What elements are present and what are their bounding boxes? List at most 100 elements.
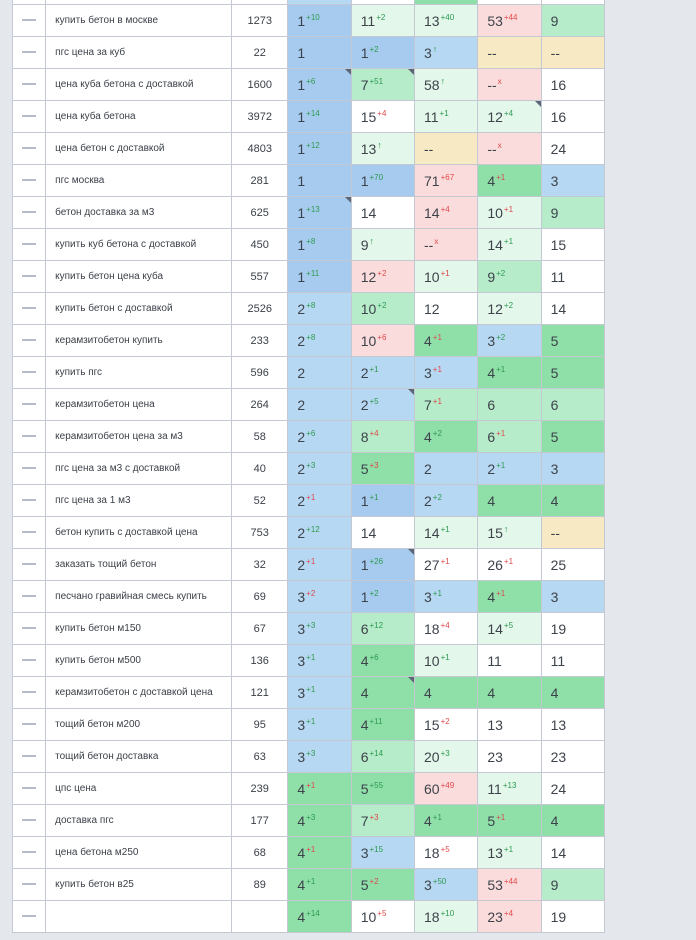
drag-handle-icon[interactable] bbox=[22, 819, 37, 822]
position-cell[interactable]: 4 bbox=[350, 676, 416, 709]
position-cell[interactable]: 1+2 bbox=[350, 580, 416, 613]
position-cell[interactable]: 11+1 bbox=[413, 100, 479, 133]
row-handle[interactable] bbox=[11, 420, 47, 453]
position-cell[interactable]: 5 bbox=[540, 420, 606, 453]
position-cell[interactable]: 19 bbox=[540, 900, 606, 933]
position-cell[interactable]: 10+6 bbox=[350, 324, 416, 357]
row-handle[interactable] bbox=[11, 836, 47, 869]
row-handle[interactable] bbox=[11, 900, 47, 933]
position-cell[interactable]: 10+2 bbox=[350, 292, 416, 325]
position-cell[interactable]: 2+1 bbox=[350, 356, 416, 389]
position-cell[interactable]: 1+11 bbox=[287, 260, 352, 293]
position-cell[interactable]: 60+49 bbox=[413, 772, 479, 805]
position-cell[interactable]: 4+1 bbox=[413, 324, 479, 357]
row-handle[interactable] bbox=[11, 356, 47, 389]
position-cell[interactable]: 13 bbox=[540, 708, 606, 741]
row-handle[interactable] bbox=[11, 388, 47, 421]
row-handle[interactable] bbox=[11, 580, 47, 613]
position-cell[interactable]: 1+1 bbox=[350, 484, 416, 517]
drag-handle-icon[interactable] bbox=[22, 403, 37, 406]
position-cell[interactable]: 18+4 bbox=[413, 612, 479, 645]
row-handle[interactable] bbox=[11, 196, 47, 229]
position-cell[interactable]: 4 bbox=[477, 676, 542, 709]
position-cell[interactable]: 4+6 bbox=[350, 644, 416, 677]
position-cell[interactable]: 3 bbox=[540, 164, 606, 197]
drag-handle-icon[interactable] bbox=[22, 563, 37, 566]
position-cell[interactable]: 1+8 bbox=[287, 228, 352, 261]
row-handle[interactable] bbox=[11, 868, 47, 901]
position-cell[interactable]: 4 bbox=[540, 676, 606, 709]
drag-handle-icon[interactable] bbox=[22, 499, 37, 502]
position-cell[interactable]: 25 bbox=[540, 548, 606, 581]
position-cell[interactable]: 4 bbox=[477, 484, 542, 517]
position-cell[interactable]: 10+1 bbox=[477, 196, 542, 229]
position-cell[interactable]: 4+1 bbox=[413, 804, 479, 837]
position-cell[interactable]: 7+51 bbox=[350, 68, 416, 101]
position-cell[interactable]: 1+10 bbox=[287, 4, 352, 37]
row-handle[interactable] bbox=[11, 292, 47, 325]
position-cell[interactable]: 23+4 bbox=[477, 900, 542, 933]
drag-handle-icon[interactable] bbox=[22, 115, 37, 118]
position-cell[interactable]: 6 bbox=[477, 388, 542, 421]
position-cell[interactable]: 18+10 bbox=[413, 900, 479, 933]
position-cell[interactable]: 3+15 bbox=[350, 836, 416, 869]
position-cell[interactable]: 5 bbox=[540, 324, 606, 357]
row-handle[interactable] bbox=[11, 740, 47, 773]
position-cell[interactable]: 2+8 bbox=[287, 324, 352, 357]
row-handle[interactable] bbox=[11, 708, 47, 741]
drag-handle-icon[interactable] bbox=[22, 83, 37, 86]
drag-handle-icon[interactable] bbox=[22, 883, 37, 886]
position-cell[interactable]: 58↑ bbox=[413, 68, 479, 101]
position-cell[interactable]: 14+1 bbox=[413, 516, 479, 549]
row-handle[interactable] bbox=[11, 36, 47, 69]
row-handle[interactable] bbox=[11, 164, 47, 197]
position-cell[interactable]: 9 bbox=[540, 196, 606, 229]
row-handle[interactable] bbox=[11, 4, 47, 37]
position-cell[interactable]: 4+1 bbox=[287, 868, 352, 901]
drag-handle-icon[interactable] bbox=[22, 691, 37, 694]
position-cell[interactable]: 2+3 bbox=[287, 452, 352, 485]
position-cell[interactable]: 7+3 bbox=[350, 804, 416, 837]
position-cell[interactable]: 24 bbox=[540, 772, 606, 805]
position-cell[interactable]: 3+3 bbox=[287, 740, 352, 773]
position-cell[interactable]: 3+1 bbox=[287, 708, 352, 741]
position-cell[interactable]: 13 bbox=[477, 708, 542, 741]
position-cell[interactable]: 9↑ bbox=[350, 228, 416, 261]
position-cell[interactable]: 10+1 bbox=[413, 260, 479, 293]
position-cell[interactable]: 5+3 bbox=[350, 452, 416, 485]
position-cell[interactable]: 9 bbox=[540, 868, 606, 901]
position-cell[interactable]: -- bbox=[540, 516, 606, 549]
position-cell[interactable]: 2 bbox=[287, 388, 352, 421]
position-cell[interactable]: 3+1 bbox=[287, 644, 352, 677]
position-cell[interactable]: 16 bbox=[540, 68, 606, 101]
drag-handle-icon[interactable] bbox=[22, 531, 37, 534]
drag-handle-icon[interactable] bbox=[22, 851, 37, 854]
row-handle[interactable] bbox=[11, 644, 47, 677]
position-cell[interactable]: 20+3 bbox=[413, 740, 479, 773]
position-cell[interactable]: 27+1 bbox=[413, 548, 479, 581]
drag-handle-icon[interactable] bbox=[22, 371, 37, 374]
row-handle[interactable] bbox=[11, 804, 47, 837]
position-cell[interactable]: 24 bbox=[540, 132, 606, 165]
position-cell[interactable]: 2+1 bbox=[287, 548, 352, 581]
position-cell[interactable]: 2+12 bbox=[287, 516, 352, 549]
position-cell[interactable]: 9 bbox=[540, 4, 606, 37]
position-cell[interactable]: 2+6 bbox=[287, 420, 352, 453]
position-cell[interactable]: 2+5 bbox=[350, 388, 416, 421]
position-cell[interactable]: 14 bbox=[540, 292, 606, 325]
row-handle[interactable] bbox=[11, 100, 47, 133]
position-cell[interactable]: 4+1 bbox=[477, 580, 542, 613]
position-cell[interactable]: 6+12 bbox=[350, 612, 416, 645]
position-cell[interactable]: 15+4 bbox=[350, 100, 416, 133]
position-cell[interactable]: 4+1 bbox=[287, 836, 352, 869]
row-handle[interactable] bbox=[11, 548, 47, 581]
position-cell[interactable]: 1+6 bbox=[287, 68, 352, 101]
drag-handle-icon[interactable] bbox=[22, 211, 37, 214]
drag-handle-icon[interactable] bbox=[22, 595, 37, 598]
drag-handle-icon[interactable] bbox=[22, 339, 37, 342]
position-cell[interactable]: --x bbox=[477, 68, 542, 101]
position-cell[interactable]: 23 bbox=[477, 740, 542, 773]
position-cell[interactable]: 2 bbox=[287, 356, 352, 389]
position-cell[interactable]: 8+4 bbox=[350, 420, 416, 453]
position-cell[interactable]: 12+2 bbox=[350, 260, 416, 293]
